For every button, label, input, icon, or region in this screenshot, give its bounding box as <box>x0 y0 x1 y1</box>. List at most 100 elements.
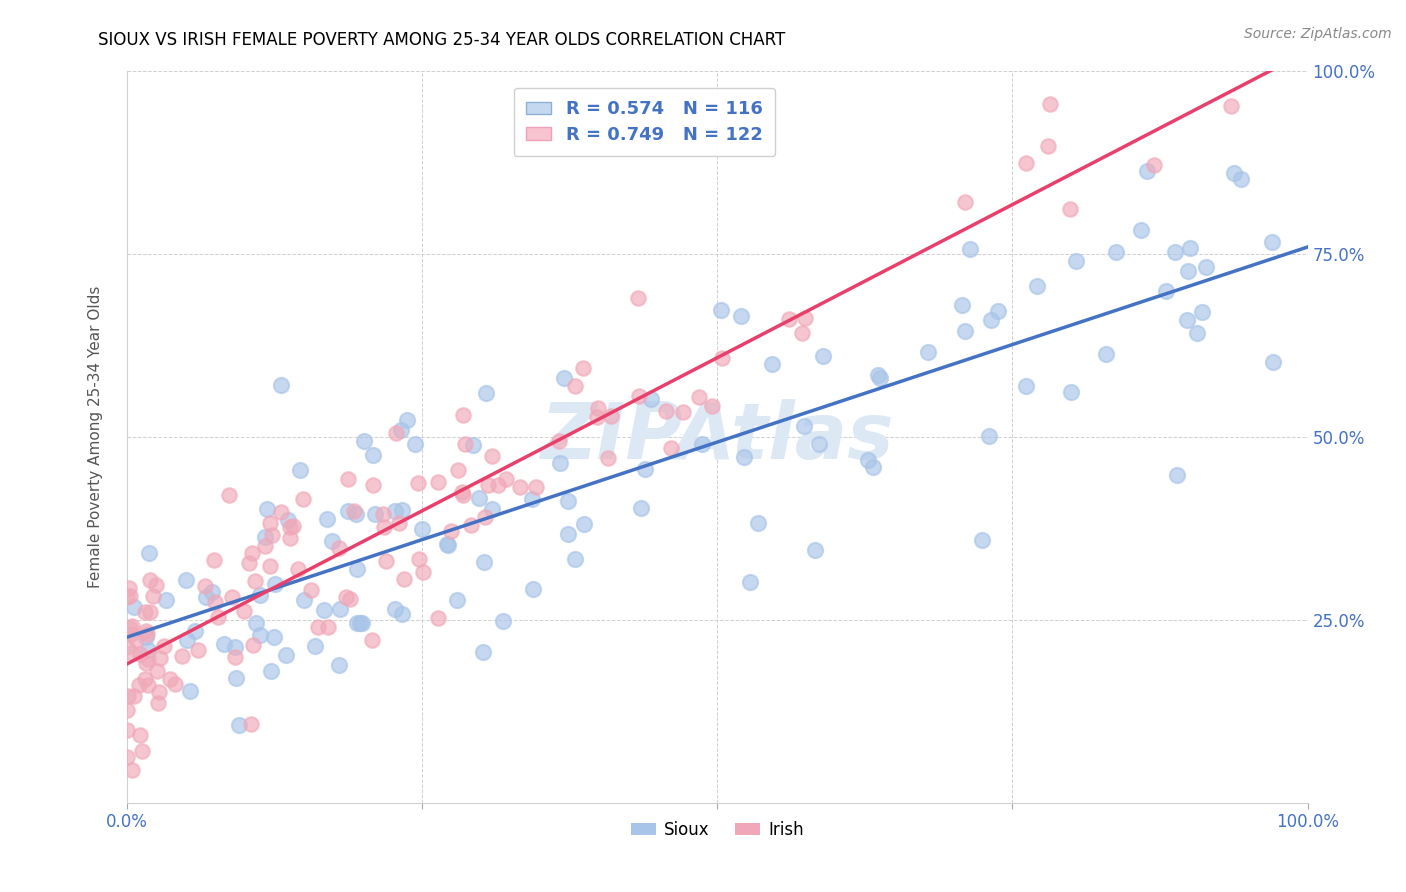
Point <box>337 504 360 518</box>
Point <box>253 539 276 553</box>
Point <box>259 516 281 531</box>
Point <box>388 516 411 530</box>
Point <box>187 642 209 657</box>
Point <box>233 604 256 618</box>
Point <box>121 619 143 633</box>
Point <box>339 591 361 606</box>
Point <box>804 543 827 558</box>
Point <box>700 399 723 413</box>
Point <box>337 472 360 486</box>
Point <box>329 601 352 615</box>
Point <box>634 462 657 476</box>
Point <box>136 643 159 657</box>
Text: SIOUX VS IRISH FEMALE POVERTY AMONG 25-34 YEAR OLDS CORRELATION CHART: SIOUX VS IRISH FEMALE POVERTY AMONG 25-3… <box>98 31 786 49</box>
Point <box>451 488 474 502</box>
Point <box>630 500 652 515</box>
Point <box>1178 241 1201 255</box>
Point <box>115 750 138 764</box>
Point <box>980 313 1002 327</box>
Point <box>155 593 177 607</box>
Point <box>1039 97 1062 112</box>
Point <box>121 763 143 777</box>
Point <box>238 557 260 571</box>
Point <box>128 727 150 741</box>
Point <box>135 630 157 644</box>
Point <box>426 475 449 490</box>
Point <box>586 410 609 425</box>
Point <box>1175 313 1198 327</box>
Point <box>292 593 315 607</box>
Point <box>350 615 373 630</box>
Point <box>260 665 283 679</box>
Point <box>1260 235 1282 249</box>
Point <box>245 616 267 631</box>
Point <box>361 632 384 647</box>
Point <box>436 537 458 551</box>
Point <box>139 605 162 619</box>
Point <box>239 717 262 731</box>
Point <box>572 361 595 376</box>
Text: ZIPAtlas: ZIPAtlas <box>540 399 894 475</box>
Point <box>572 516 595 531</box>
Point <box>146 664 169 678</box>
Point <box>481 501 503 516</box>
Point <box>495 472 517 486</box>
Point <box>1230 172 1253 186</box>
Point <box>437 538 460 552</box>
Point <box>548 456 571 470</box>
Point <box>953 195 976 210</box>
Point <box>454 437 477 451</box>
Point <box>730 309 752 323</box>
Point <box>1025 278 1047 293</box>
Point <box>690 437 713 451</box>
Point <box>1095 347 1118 361</box>
Point <box>361 448 384 462</box>
Point <box>148 697 170 711</box>
Point <box>1163 244 1185 259</box>
Point <box>263 577 285 591</box>
Point <box>304 639 326 653</box>
Point <box>281 519 304 533</box>
Point <box>316 619 339 633</box>
Point <box>118 590 141 604</box>
Point <box>224 640 246 654</box>
Point <box>346 616 368 631</box>
Point <box>492 615 515 629</box>
Point <box>640 392 662 406</box>
Point <box>862 460 884 475</box>
Point <box>349 615 371 630</box>
Point <box>710 303 733 318</box>
Point <box>256 502 278 516</box>
Point <box>509 480 531 494</box>
Point <box>128 647 150 661</box>
Point <box>288 463 311 477</box>
Point <box>136 627 159 641</box>
Point <box>451 484 474 499</box>
Point <box>115 591 138 605</box>
Point <box>391 503 413 517</box>
Point <box>955 324 977 338</box>
Point <box>278 520 301 534</box>
Point <box>738 574 761 589</box>
Point <box>346 562 368 576</box>
Point <box>194 590 217 604</box>
Point <box>481 449 503 463</box>
Point <box>277 513 299 527</box>
Point <box>659 441 682 455</box>
Y-axis label: Female Poverty Among 25-34 Year Olds: Female Poverty Among 25-34 Year Olds <box>89 286 103 588</box>
Point <box>1220 99 1243 113</box>
Point <box>655 403 678 417</box>
Point <box>1177 263 1199 277</box>
Point <box>278 531 301 545</box>
Point <box>688 390 710 404</box>
Point <box>142 589 165 603</box>
Point <box>159 672 181 686</box>
Point <box>440 524 463 539</box>
Point <box>970 533 993 547</box>
Point <box>600 409 623 424</box>
Point <box>406 475 429 490</box>
Point <box>292 492 315 507</box>
Point <box>1223 165 1246 179</box>
Point <box>586 401 609 415</box>
Point <box>477 478 499 492</box>
